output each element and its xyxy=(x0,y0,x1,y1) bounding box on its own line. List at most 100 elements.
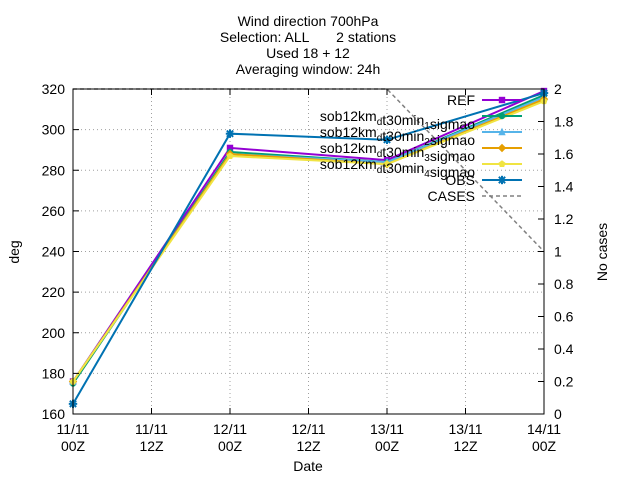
x-tick-label-time: 12Z xyxy=(139,438,164,454)
legend-label-part: sob12km xyxy=(320,156,377,172)
x-tick-label: 13/11 xyxy=(370,421,404,437)
legend-label-part: t30min xyxy=(382,144,424,160)
legend-label-part: sob12km xyxy=(320,124,377,140)
y-tick-label: 180 xyxy=(42,365,66,381)
x-tick-label: 12/11 xyxy=(213,421,247,437)
x-tick-label-time: 00Z xyxy=(532,438,557,454)
title-line-3: Used 18 + 12 xyxy=(266,45,350,61)
y2-tick-label: 0.8 xyxy=(554,276,574,292)
data-point xyxy=(226,152,234,160)
x-tick-label: 11/11 xyxy=(135,421,168,437)
title-line-2: Selection: ALL 2 stations xyxy=(220,29,396,45)
series-5 xyxy=(68,88,549,409)
legend-entry-4: sob12kmdt30min4sigmao xyxy=(320,156,522,180)
y-tick-label: 260 xyxy=(42,203,66,219)
legend-marker xyxy=(498,96,506,104)
x-tick-label: 13/11 xyxy=(449,421,483,437)
y2-tick-label: 1.4 xyxy=(554,179,574,195)
data-point xyxy=(382,135,392,144)
y-tick-label: 220 xyxy=(42,284,66,300)
x-tick-label: 11/11 xyxy=(57,421,90,437)
y2-axis-ticks: 0 0.2 0.4 0.6 0.8 1 1.2 1.4 1.6 1.8 2 xyxy=(538,81,574,422)
x-tick-label-time: 00Z xyxy=(375,438,400,454)
legend-label: sob12kmdt30min1sigmao xyxy=(320,108,475,132)
legend-label-subscript: d xyxy=(377,165,383,176)
legend-marker xyxy=(497,175,507,185)
y-tick-label: 200 xyxy=(42,325,66,341)
legend-marker xyxy=(497,143,507,153)
y2-tick-label: 0.4 xyxy=(554,341,574,357)
y2-tick-label: 2 xyxy=(554,81,562,97)
legend-label-subscript: d xyxy=(377,133,383,144)
legend-entry-2: sob12kmdt30min2sigmao xyxy=(320,124,522,148)
y2-tick-label: 1 xyxy=(554,244,562,260)
legend-label-subscript: 3 xyxy=(424,153,430,164)
y2-axis-label: No cases xyxy=(594,223,610,281)
x-axis-label: Date xyxy=(293,458,323,474)
series-line xyxy=(72,92,545,405)
y-axis-ticks: 160 180 200 220 240 260 280 300 320 xyxy=(42,81,79,422)
legend-label-part: sob12km xyxy=(320,108,377,124)
legend-entry-1: sob12kmdt30min1sigmao xyxy=(320,108,522,132)
legend-entry-cases: CASES xyxy=(428,188,522,204)
legend-marker xyxy=(498,112,506,120)
legend-label-part: sigmao xyxy=(430,132,475,148)
legend-label-part: sob12km xyxy=(320,140,377,156)
legend-label-part: REF xyxy=(447,92,475,108)
legend-label-part: OBS xyxy=(445,172,475,188)
legend-label-part: t30min xyxy=(382,128,424,144)
y-tick-label: 320 xyxy=(42,81,66,97)
y-tick-label: 300 xyxy=(42,122,66,138)
y-tick-label: 240 xyxy=(42,244,66,260)
marker-stroke xyxy=(383,135,391,144)
series-3 xyxy=(68,94,549,386)
legend-entry-5: OBS xyxy=(445,172,522,188)
x-tick-label-time: 12Z xyxy=(453,438,478,454)
legend-label-subscript: 2 xyxy=(424,137,430,148)
y2-tick-label: 1.8 xyxy=(554,114,574,130)
title-line-1: Wind direction 700hPa xyxy=(238,13,379,29)
data-point xyxy=(225,129,235,138)
legend-label: OBS xyxy=(445,172,475,188)
data-point xyxy=(226,144,234,152)
legend-label-part: sigmao xyxy=(430,148,475,164)
y2-tick-label: 1.2 xyxy=(554,211,574,227)
y-tick-label: 160 xyxy=(42,406,66,422)
x-tick-label-time: 00Z xyxy=(218,438,243,454)
marker-stroke xyxy=(226,129,234,138)
legend-label: sob12kmdt30min2sigmao xyxy=(320,124,475,148)
legend-label-part: t30min xyxy=(382,112,424,128)
data-series xyxy=(68,87,549,409)
legend-label-part: sigmao xyxy=(430,164,475,180)
legend-entry-0: REF xyxy=(447,92,522,108)
legend-label: CASES xyxy=(428,188,475,204)
y2-tick-label: 0 xyxy=(554,406,562,422)
legend-label-part: t30min xyxy=(382,160,424,176)
y2-tick-label: 0.6 xyxy=(554,309,574,325)
x-tick-label-time: 00Z xyxy=(61,438,86,454)
legend-label-part: sigmao xyxy=(430,116,475,132)
y-axis-label: deg xyxy=(6,240,22,263)
marker-stroke xyxy=(498,176,506,184)
y2-tick-label: 1.6 xyxy=(554,146,574,162)
y2-tick-label: 0.2 xyxy=(554,374,574,390)
title-line-4: Averaging window: 24h xyxy=(236,61,381,77)
series-0 xyxy=(69,87,548,385)
chart-title: Wind direction 700hPa Selection: ALL 2 s… xyxy=(220,13,396,77)
legend-marker xyxy=(498,160,506,167)
x-tick-label: 12/11 xyxy=(292,421,326,437)
legend-label-subscript: 1 xyxy=(424,121,430,132)
legend-label: REF xyxy=(447,92,475,108)
x-tick-label: 14/11 xyxy=(527,421,561,437)
legend-marker xyxy=(498,127,506,136)
legend-label: sob12kmdt30min3sigmao xyxy=(320,140,475,164)
x-axis-ticks: 11/1100Z11/1112Z12/1100Z12/1112Z13/1100Z… xyxy=(57,89,561,454)
legend-label: sob12kmdt30min4sigmao xyxy=(320,156,475,180)
legend: REFsob12kmdt30min1sigmaosob12kmdt30min2s… xyxy=(320,92,522,204)
legend-label-subscript: 4 xyxy=(424,169,430,180)
legend-label-subscript: d xyxy=(377,117,383,128)
y-tick-label: 280 xyxy=(42,162,66,178)
data-point xyxy=(383,160,391,168)
legend-label-subscript: d xyxy=(377,149,383,160)
